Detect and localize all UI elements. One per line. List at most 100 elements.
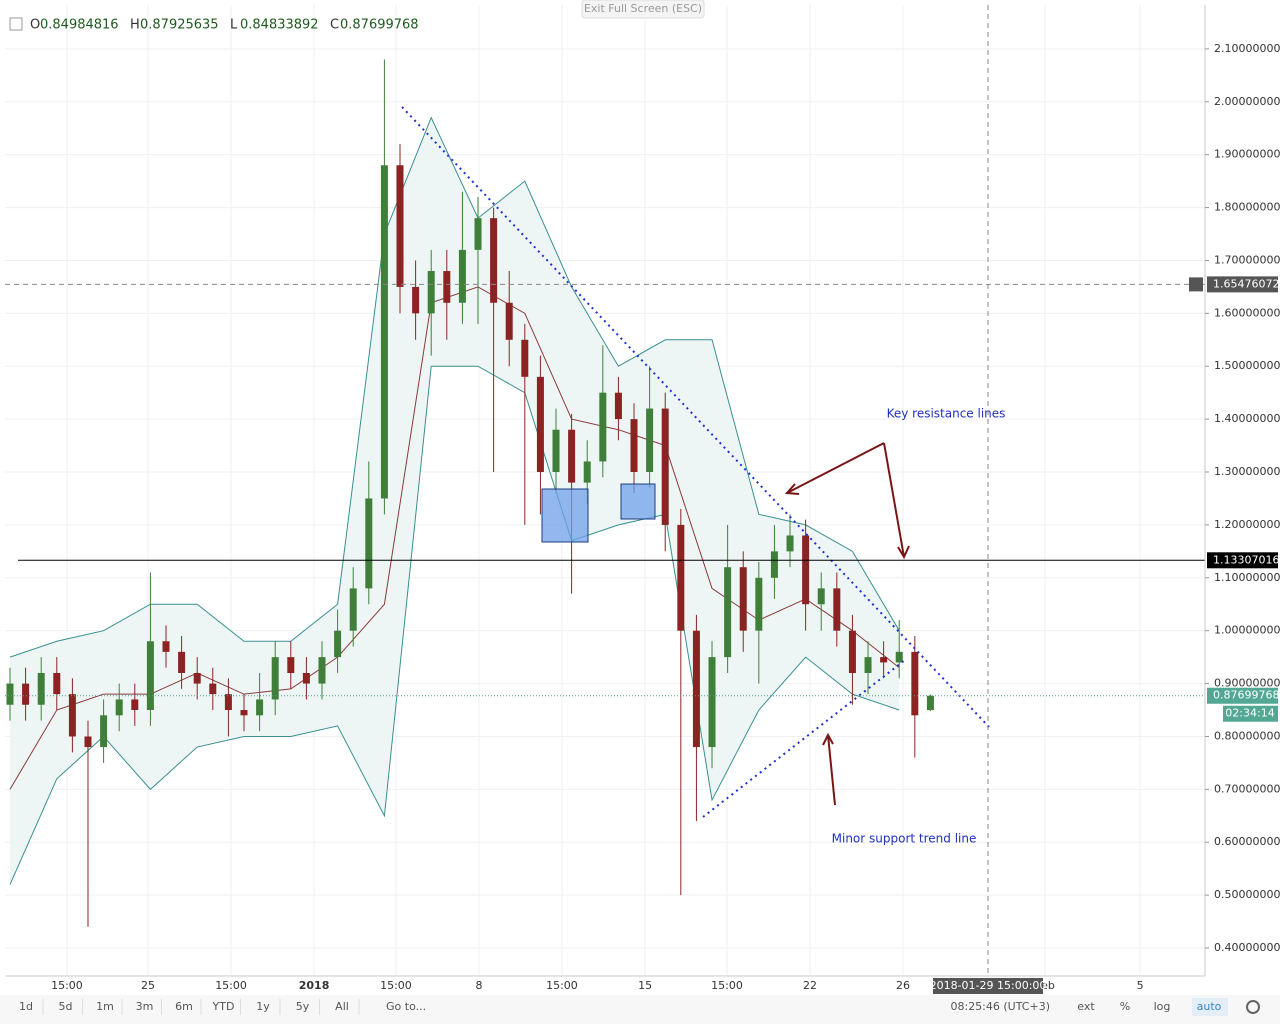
time-label: 2018-01-29 15:00:00 (930, 979, 1047, 992)
price-label: 1.13307016 (1213, 553, 1279, 566)
candle-body (256, 699, 264, 716)
arrow (786, 442, 885, 494)
candle-body (739, 567, 747, 631)
candle-body (396, 165, 404, 287)
bollinger (9, 116, 900, 885)
range-button[interactable]: 1y (256, 1000, 270, 1013)
y-tick-label: 0.70000000 (1214, 782, 1280, 795)
candle-body (146, 641, 154, 711)
candle-body (786, 535, 794, 552)
candle-body (802, 535, 810, 605)
collapse-icon[interactable] (9, 17, 23, 31)
candle-body (131, 699, 139, 711)
range-button[interactable]: 3m (136, 1000, 154, 1013)
exit-fullscreen-label: Exit Full Screen (ESC) (584, 2, 702, 15)
candle-body (646, 408, 654, 473)
y-tick-label: 1.50000000 (1214, 359, 1280, 372)
arrow (827, 734, 836, 806)
arrows (784, 442, 910, 806)
axes: 0.40000000 0.50000000 0.60000000 0.70000000… (51, 42, 1280, 994)
candle-body (583, 461, 591, 483)
candle-body (505, 302, 513, 340)
candle-body (614, 392, 622, 420)
y-tick-label: 0.50000000 (1214, 888, 1280, 901)
x-tick-label: 25 (141, 979, 155, 992)
candle-body (926, 695, 934, 711)
x-tick-label: 15:00 (546, 979, 578, 992)
range-button[interactable]: 5y (296, 1000, 310, 1013)
price-label-bg (1207, 687, 1278, 704)
candle-body (630, 419, 638, 473)
option-button[interactable]: log (1154, 1000, 1171, 1013)
y-tick-label: 0.90000000 (1214, 677, 1280, 690)
candle-body (318, 657, 326, 684)
candle-body (568, 429, 576, 483)
arrow-head (822, 732, 834, 746)
candle-body (443, 271, 451, 303)
y-tick-label: 1.90000000 (1214, 148, 1280, 161)
x-tick-label: 15:00 (711, 979, 743, 992)
auto-bg (1192, 998, 1228, 1016)
x-tick-label: 5 (1137, 979, 1144, 992)
ohlc-key: O (30, 18, 40, 33)
candle-body (833, 588, 841, 631)
candle-body (68, 694, 76, 737)
ohlc-key: L (230, 18, 238, 33)
exit-fullscreen[interactable] (581, 0, 705, 19)
candle-body (6, 683, 14, 705)
countdown-bg (1223, 705, 1278, 722)
x-tick-label: 15 (638, 979, 652, 992)
clock: 08:25:46 (UTC+3) (950, 1000, 1050, 1013)
range-button[interactable]: 1m (96, 1000, 114, 1013)
candle-body (708, 657, 716, 748)
candle-body (552, 429, 560, 473)
y-tick-label: 1.20000000 (1214, 518, 1280, 531)
candle-body (193, 672, 201, 684)
candle-body (661, 408, 669, 525)
ohlc-value: 0.87699768 (340, 18, 419, 33)
toolbar (0, 995, 1280, 1024)
range-button[interactable]: 5d (59, 1000, 73, 1013)
arrow-head (897, 545, 910, 560)
candle-body (490, 218, 498, 303)
y-tick-label: 0.40000000 (1214, 941, 1280, 954)
annotation: Key resistance lines (887, 407, 1006, 421)
price-label: 0.87699768 (1213, 689, 1279, 702)
range-button[interactable]: YTD (212, 1000, 235, 1013)
candle-body (240, 710, 248, 716)
option-button[interactable]: ext (1077, 1000, 1095, 1013)
ohlc-header: O 0.84984816 H 0.87925635 L 0.84833892 C 0.8769… (9, 17, 419, 33)
resistance-trendline (401, 106, 991, 729)
x-tick-label: 26 (896, 979, 910, 992)
x-tick-label: 8 (475, 979, 482, 992)
range-button[interactable]: 6m (175, 1000, 193, 1013)
candle-body (536, 376, 544, 473)
band-fill (9, 117, 900, 885)
y-tick-label: 1.00000000 (1214, 624, 1280, 637)
candle-body (895, 651, 903, 663)
crosshair-plus[interactable] (1189, 277, 1203, 292)
arrow (883, 442, 905, 558)
settings-icon[interactable] (1246, 1000, 1260, 1014)
option-button[interactable]: % (1120, 1000, 1130, 1013)
range-button[interactable]: 1d (19, 1000, 33, 1013)
annotation: Minor support trend line (832, 832, 977, 846)
overlays: Key resistance lines Minor support trend… (5, 5, 1205, 975)
price-label-bg (1207, 552, 1278, 569)
option-button[interactable]: auto (1197, 1000, 1222, 1013)
band-upper (9, 116, 900, 658)
candle-body (365, 498, 373, 589)
candle-body (521, 339, 529, 377)
time-label-bg (932, 978, 1043, 994)
y-tick-label: 2.10000000 (1214, 42, 1280, 55)
toolbar-items: 1d 5d 1m 3m 6m YTD 1y 5y All Go to... 08:25:46 (UT… (19, 998, 1260, 1016)
goto-button[interactable]: Go to... (386, 1000, 426, 1013)
range-button[interactable]: All (335, 1000, 349, 1013)
candle-body (334, 630, 342, 658)
ohlc-value: 0.84833892 (240, 18, 319, 33)
ohlc-value: 0.87925635 (140, 18, 219, 33)
candle-body (302, 672, 310, 684)
y-tick-label: 1.40000000 (1214, 412, 1280, 425)
candle-body (37, 672, 45, 705)
